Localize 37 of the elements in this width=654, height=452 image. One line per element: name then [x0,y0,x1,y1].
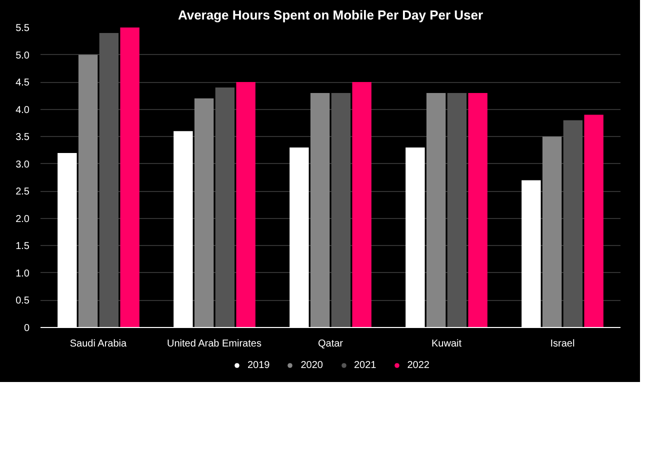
x-tick-label: Israel [550,338,575,350]
x-tick-label: Kuwait [431,338,462,350]
y-tick-label: 3.5 [16,132,30,144]
y-tick-label: 4.0 [16,104,30,116]
x-tick-label: Saudi Arabia [70,338,128,350]
bar [352,82,372,328]
y-tick-label: 2.5 [16,186,30,198]
x-tick-label: United Arab Emirates [166,338,262,350]
legend-label: 2019 [248,360,270,370]
y-tick-label: 1.0 [16,268,30,280]
bar [236,82,256,328]
y-tick-label: 2.0 [16,214,30,225]
bar [426,92,446,328]
y-tick-label: 5.5 [16,23,30,34]
bar [99,32,119,328]
legend-label: 2020 [300,360,323,370]
bar [310,92,330,328]
bar [120,28,140,328]
y-tick-label: 4.5 [16,78,30,89]
bar [542,136,562,328]
legend-label: 2021 [354,360,376,370]
chart-title: Average Hours Spent on Mobile Per Day Per User [178,8,484,22]
bar [563,120,583,328]
bar [584,114,604,328]
bar [215,88,235,328]
legend-label: 2022 [407,360,430,370]
bar [194,98,214,328]
y-tick-label: 5.0 [16,50,30,62]
x-tick-label: Qatar [318,338,344,350]
y-tick-label: 1.5 [16,241,30,252]
bar [78,54,98,328]
bar [331,92,351,328]
y-tick-label: 0 [24,323,30,334]
bar [468,92,488,328]
bar [447,92,467,328]
y-tick-label: 0.5 [16,296,30,307]
y-tick-label: 3.0 [16,159,30,170]
